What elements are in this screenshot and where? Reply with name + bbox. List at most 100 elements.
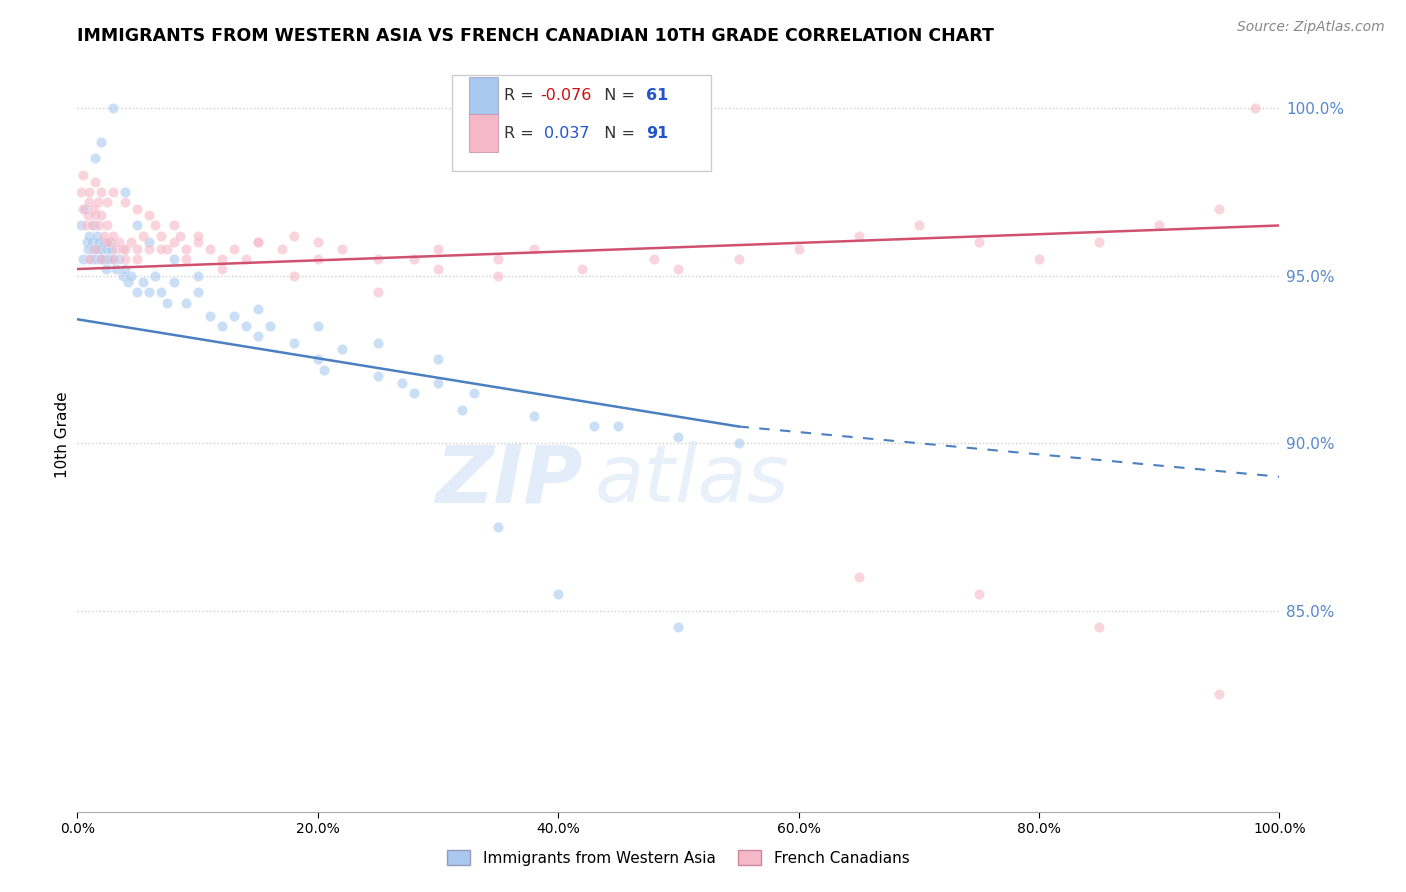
- Point: [80, 235, 103, 250]
- Point: [259, 318, 281, 333]
- Point: [108, 235, 131, 250]
- Point: [174, 295, 197, 310]
- Point: [270, 242, 292, 256]
- Point: [668, 620, 690, 634]
- Point: [83, 219, 105, 233]
- Point: [283, 228, 305, 243]
- Point: [427, 352, 450, 367]
- Point: [89, 252, 111, 266]
- Point: [307, 252, 329, 266]
- Point: [391, 376, 413, 390]
- Point: [132, 276, 155, 290]
- Point: [643, 252, 665, 266]
- Point: [117, 276, 139, 290]
- Point: [72, 252, 94, 266]
- Point: [145, 268, 167, 283]
- Point: [967, 587, 990, 601]
- Text: IMMIGRANTS FROM WESTERN ASIA VS FRENCH CANADIAN 10TH GRADE CORRELATION CHART: IMMIGRANTS FROM WESTERN ASIA VS FRENCH C…: [77, 28, 994, 45]
- Point: [100, 242, 122, 256]
- FancyBboxPatch shape: [470, 77, 498, 115]
- Point: [86, 228, 108, 243]
- Text: atlas: atlas: [595, 441, 789, 519]
- Point: [235, 318, 257, 333]
- Point: [1149, 219, 1171, 233]
- Point: [127, 202, 149, 216]
- Point: [367, 252, 389, 266]
- Point: [162, 219, 184, 233]
- Point: [211, 252, 233, 266]
- Point: [104, 242, 127, 256]
- Point: [77, 242, 100, 256]
- Point: [162, 276, 184, 290]
- Point: [222, 309, 245, 323]
- Point: [607, 419, 630, 434]
- Point: [523, 409, 546, 424]
- Point: [486, 268, 509, 283]
- Point: [98, 235, 121, 250]
- Point: [127, 242, 149, 256]
- Point: [908, 219, 931, 233]
- Point: [96, 262, 118, 277]
- Point: [211, 318, 233, 333]
- Point: [427, 262, 450, 277]
- Point: [427, 242, 450, 256]
- Point: [93, 235, 115, 250]
- Point: [80, 219, 103, 233]
- Point: [211, 262, 233, 277]
- Point: [186, 268, 209, 283]
- Point: [283, 268, 305, 283]
- Point: [198, 242, 221, 256]
- Point: [75, 219, 97, 233]
- Point: [72, 168, 94, 182]
- Point: [70, 185, 93, 199]
- Point: [1208, 688, 1230, 702]
- Point: [87, 219, 110, 233]
- Point: [668, 262, 690, 277]
- Text: 91: 91: [645, 126, 668, 141]
- Point: [127, 252, 149, 266]
- Point: [156, 295, 179, 310]
- Point: [120, 235, 142, 250]
- Point: [98, 235, 121, 250]
- Point: [96, 194, 118, 209]
- Point: [312, 362, 335, 376]
- Point: [307, 235, 329, 250]
- Point: [79, 194, 101, 209]
- Point: [150, 242, 173, 256]
- Point: [103, 101, 125, 115]
- Point: [82, 242, 104, 256]
- Point: [72, 202, 94, 216]
- Text: 0.037: 0.037: [544, 126, 589, 141]
- Point: [87, 194, 110, 209]
- Point: [1244, 101, 1267, 115]
- Point: [198, 309, 221, 323]
- Point: [402, 386, 425, 401]
- Point: [727, 252, 749, 266]
- Point: [120, 268, 142, 283]
- Point: [330, 343, 353, 357]
- Point: [90, 135, 112, 149]
- Point: [77, 209, 100, 223]
- Point: [486, 252, 509, 266]
- Point: [1028, 252, 1050, 266]
- Point: [283, 335, 305, 350]
- Point: [127, 285, 149, 300]
- Point: [787, 242, 810, 256]
- Point: [76, 235, 98, 250]
- Point: [91, 252, 114, 266]
- Point: [246, 302, 269, 317]
- Point: [84, 175, 107, 189]
- Point: [96, 219, 118, 233]
- Point: [138, 285, 160, 300]
- Point: [108, 252, 131, 266]
- Point: [307, 318, 329, 333]
- Point: [96, 235, 118, 250]
- Y-axis label: 10th Grade: 10th Grade: [55, 392, 70, 478]
- Point: [70, 219, 93, 233]
- Point: [87, 242, 110, 256]
- Point: [90, 242, 112, 256]
- Point: [79, 185, 101, 199]
- Point: [138, 235, 160, 250]
- FancyBboxPatch shape: [470, 114, 498, 152]
- Point: [150, 228, 173, 243]
